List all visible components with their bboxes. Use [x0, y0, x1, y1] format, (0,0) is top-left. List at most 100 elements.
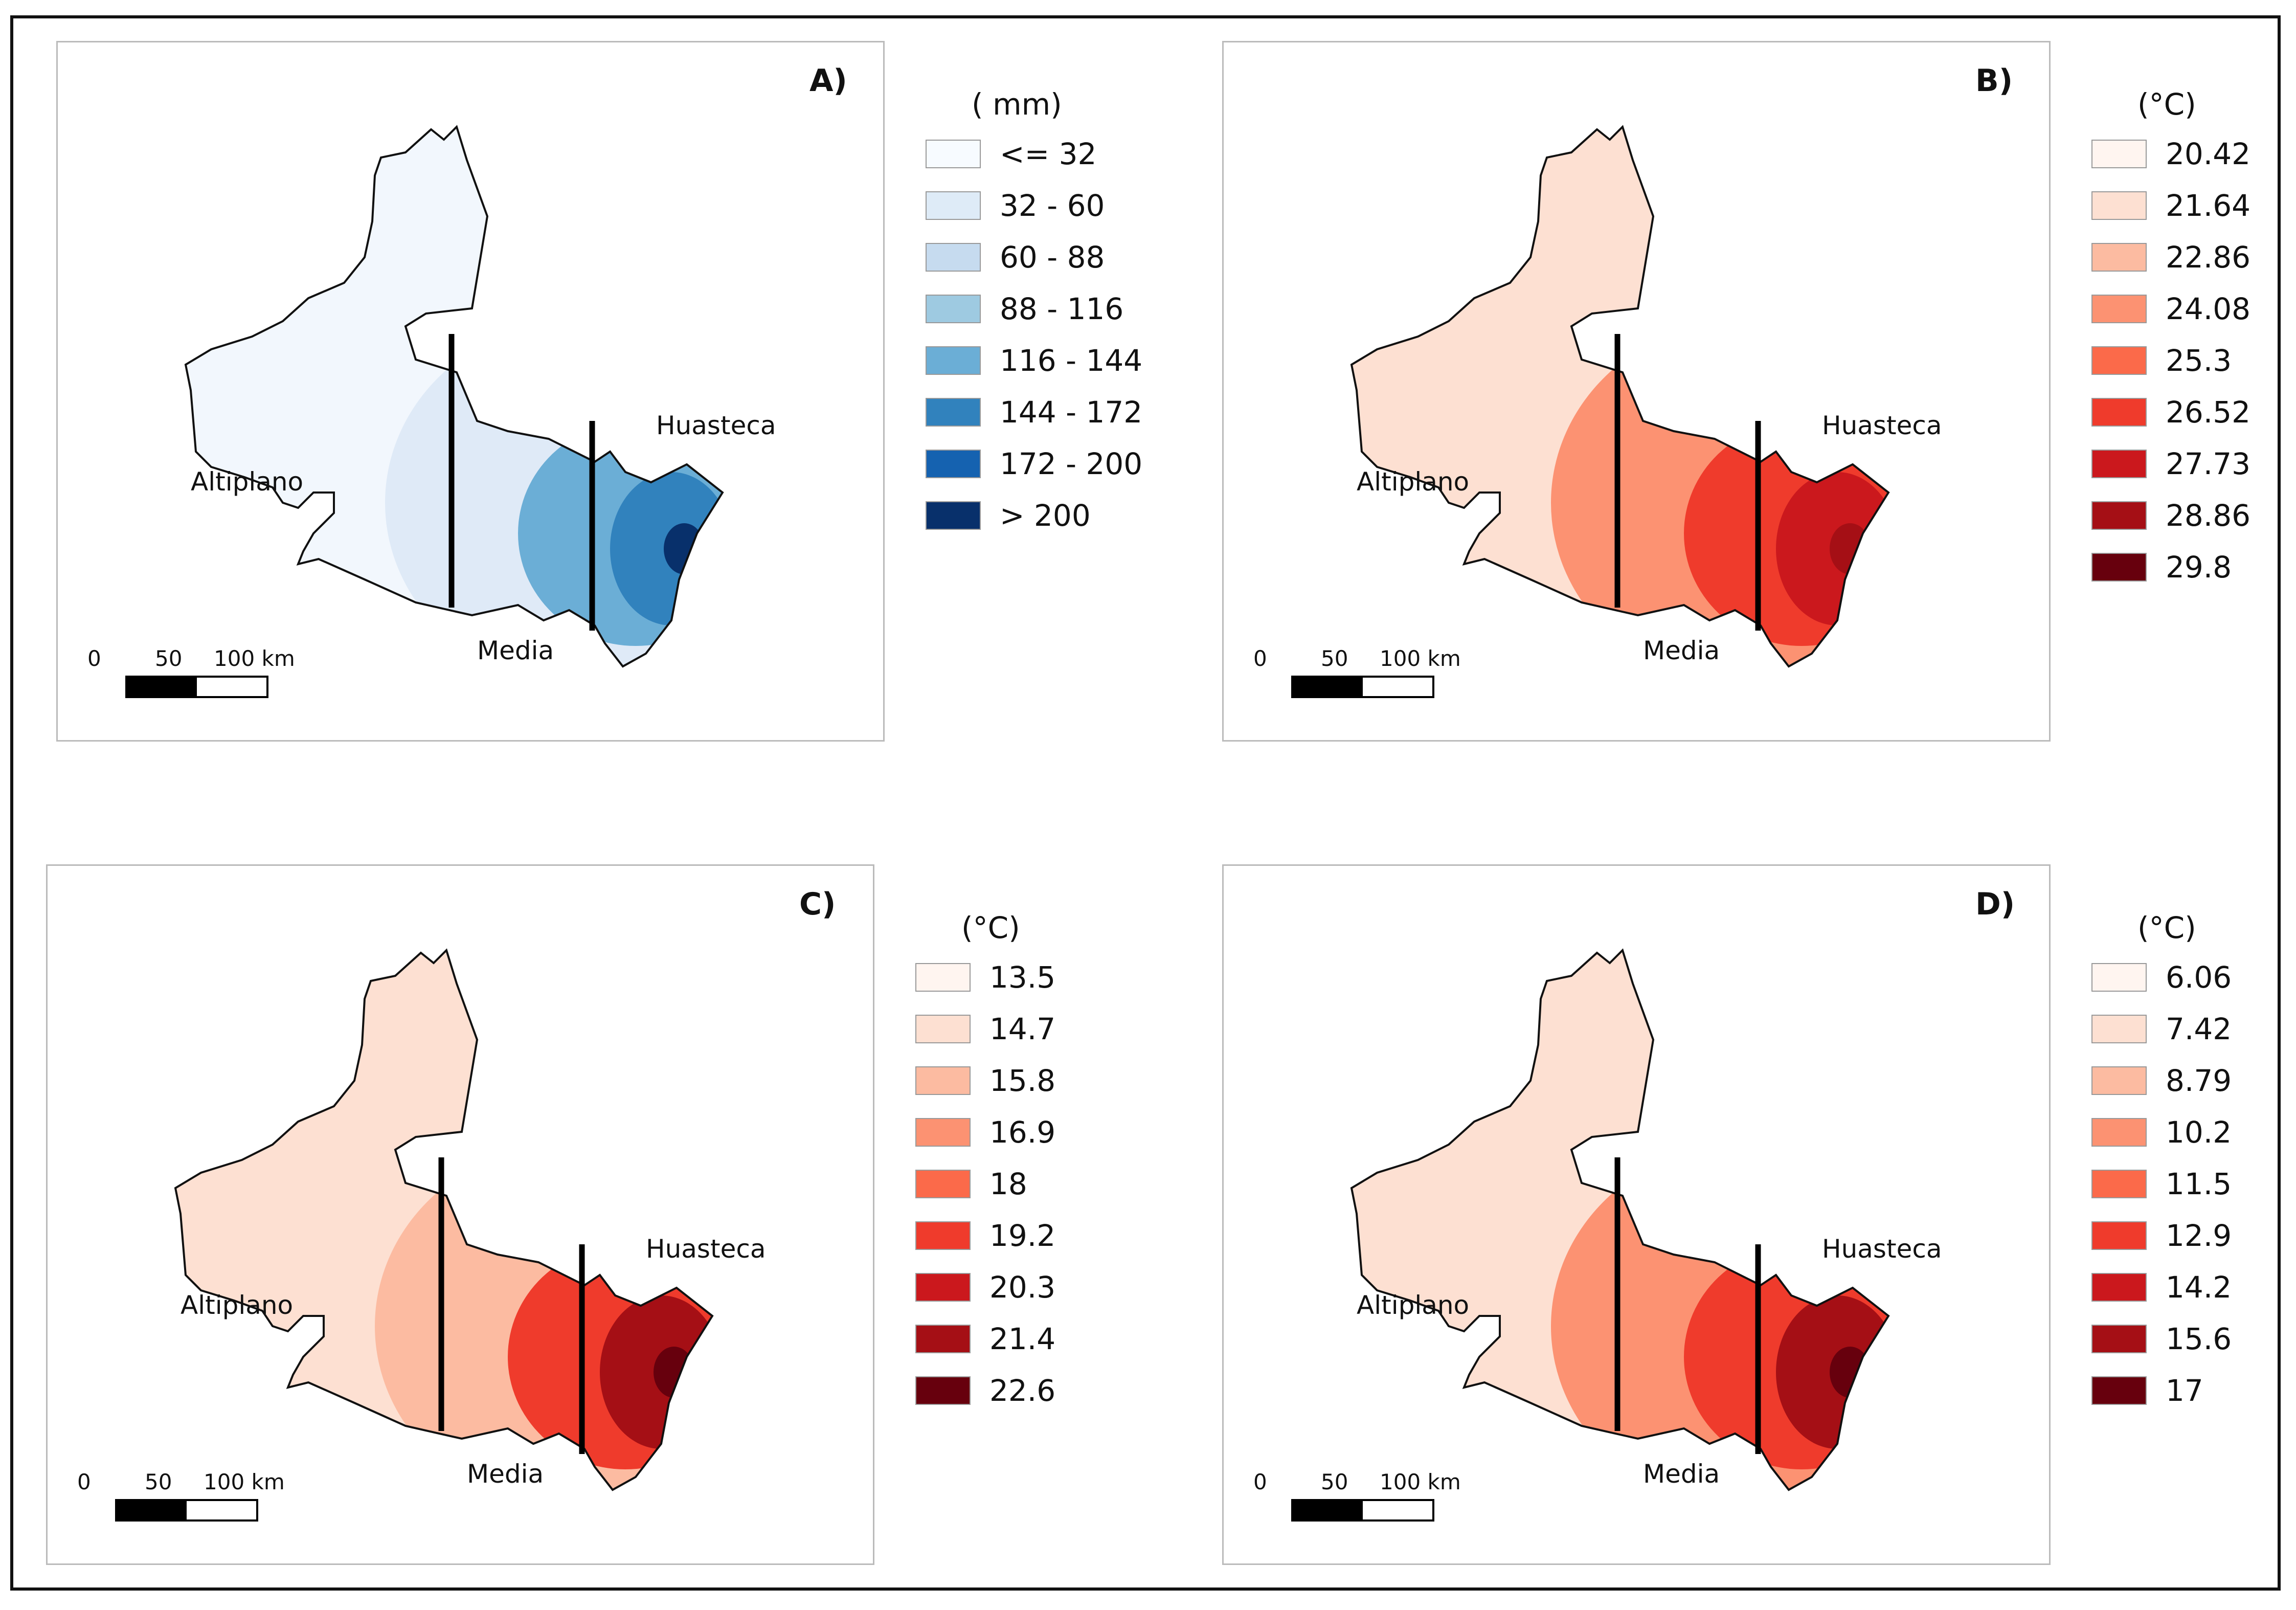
region-label-huasteca: Huasteca — [656, 411, 776, 440]
map-frame: A) Altiplano Huasteca Media 0 50 100 km — [56, 41, 885, 742]
map-frame: C) Altiplano Huasteca Media 0 50 100 km — [46, 864, 874, 1565]
legend-swatch — [926, 243, 981, 272]
legend-label: 16.9 — [989, 1115, 1056, 1150]
legend-swatch — [2091, 243, 2147, 272]
legend-swatch — [2091, 1325, 2147, 1353]
legend-swatch — [926, 295, 981, 323]
legend-label: 20.3 — [989, 1270, 1056, 1305]
region-label-media: Media — [477, 636, 554, 665]
state-map — [174, 948, 714, 1491]
legend-label: 14.2 — [2166, 1270, 2232, 1305]
scale-tick-50: 50 — [1321, 646, 1348, 671]
legend-swatch — [2091, 450, 2147, 478]
state-map — [1350, 125, 1890, 668]
region-label-huasteca: Huasteca — [646, 1234, 766, 1264]
legend-swatch — [2091, 553, 2147, 582]
scale-tick-50: 50 — [155, 646, 183, 671]
zone-low — [1352, 950, 1888, 1490]
legend-label: 17 — [2166, 1373, 2203, 1408]
legend-label: 10.2 — [2166, 1115, 2232, 1150]
legend-label: 28.86 — [2166, 498, 2251, 533]
legend-label: 8.79 — [2166, 1063, 2232, 1098]
zone-low — [175, 950, 712, 1490]
legend-label: 21.4 — [989, 1322, 1056, 1356]
scale-tick-100: 100 km — [1380, 1469, 1461, 1494]
state-boundary — [174, 948, 714, 1491]
scale-tick-100: 100 km — [1380, 646, 1461, 671]
scale-tick-0: 0 — [1253, 646, 1267, 671]
legend-swatch — [2091, 346, 2147, 375]
state-map — [184, 125, 724, 668]
legend-label: 116 - 144 — [1000, 343, 1143, 378]
legend-title: (°C) — [2137, 910, 2196, 945]
region-label-altiplano: Altiplano — [191, 467, 304, 497]
map-frame: D) Altiplano Huasteca Media 0 50 100 km — [1222, 864, 2051, 1565]
legend-label: 20.42 — [2166, 137, 2251, 171]
legend-swatch — [2091, 501, 2147, 530]
region-label-altiplano: Altiplano — [181, 1290, 294, 1320]
legend-swatch — [2091, 1015, 2147, 1043]
legend-label: 19.2 — [989, 1218, 1056, 1253]
state-map — [1350, 948, 1890, 1491]
scale-bar-graphic — [1291, 676, 1434, 698]
region-label-media: Media — [1643, 1459, 1720, 1489]
scale-tick-0: 0 — [87, 646, 101, 671]
legend-swatch — [915, 1325, 971, 1353]
legend-label: 6.06 — [2166, 960, 2232, 995]
scale-tick-50: 50 — [1321, 1469, 1348, 1494]
legend-swatch — [926, 501, 981, 530]
legend-label: 32 - 60 — [1000, 188, 1105, 223]
scale-tick-50: 50 — [145, 1469, 172, 1494]
legend-label: 26.52 — [2166, 395, 2251, 430]
legend-label: 15.6 — [2166, 1322, 2232, 1356]
legend-label: 144 - 172 — [1000, 395, 1143, 430]
figure-frame — [10, 15, 2281, 1591]
panel-letter: A) — [809, 63, 847, 99]
legend-swatch — [2091, 140, 2147, 168]
state-boundary — [1350, 125, 1890, 668]
legend-label: 13.5 — [989, 960, 1056, 995]
legend-swatch — [915, 1273, 971, 1302]
legend-swatch — [915, 1118, 971, 1147]
region-label-altiplano: Altiplano — [1357, 1290, 1470, 1320]
zone-low — [1352, 127, 1888, 666]
legend-swatch — [2091, 1273, 2147, 1302]
legend-swatch — [915, 1066, 971, 1095]
legend-label: 22.6 — [989, 1373, 1056, 1408]
legend-label: 60 - 88 — [1000, 240, 1105, 275]
legend-swatch — [2091, 1118, 2147, 1147]
scale-tick-0: 0 — [77, 1469, 91, 1494]
legend-label: 11.5 — [2166, 1167, 2232, 1201]
legend-swatch — [926, 398, 981, 427]
legend-swatch — [2091, 295, 2147, 323]
legend-swatch — [915, 963, 971, 992]
legend-label: 27.73 — [2166, 446, 2251, 481]
state-boundary — [184, 125, 724, 668]
legend-label: 12.9 — [2166, 1218, 2232, 1253]
legend-label: 172 - 200 — [1000, 446, 1143, 481]
legend-label: 7.42 — [2166, 1012, 2232, 1046]
scale-tick-0: 0 — [1253, 1469, 1267, 1494]
zone-low — [186, 127, 723, 666]
legend-swatch — [926, 191, 981, 220]
scale-bar-graphic — [1291, 1499, 1434, 1522]
legend-label: 24.08 — [2166, 292, 2251, 326]
legend-label: 25.3 — [2166, 343, 2232, 378]
legend-label: 88 - 116 — [1000, 292, 1124, 326]
legend-swatch — [926, 450, 981, 478]
legend-label: > 200 — [1000, 498, 1091, 533]
legend-swatch — [915, 1015, 971, 1043]
region-label-media: Media — [1643, 636, 1720, 665]
panel-letter: C) — [799, 886, 836, 922]
legend-label: 14.7 — [989, 1012, 1056, 1046]
legend-swatch — [2091, 191, 2147, 220]
legend-swatch — [926, 346, 981, 375]
legend-swatch — [915, 1170, 971, 1198]
legend-swatch — [2091, 1376, 2147, 1405]
scale-bar-graphic — [125, 676, 268, 698]
legend-label: 22.86 — [2166, 240, 2251, 275]
legend-swatch — [2091, 963, 2147, 992]
legend-label: <= 32 — [1000, 137, 1097, 171]
legend-swatch — [2091, 1170, 2147, 1198]
scale-tick-100: 100 km — [204, 1469, 285, 1494]
